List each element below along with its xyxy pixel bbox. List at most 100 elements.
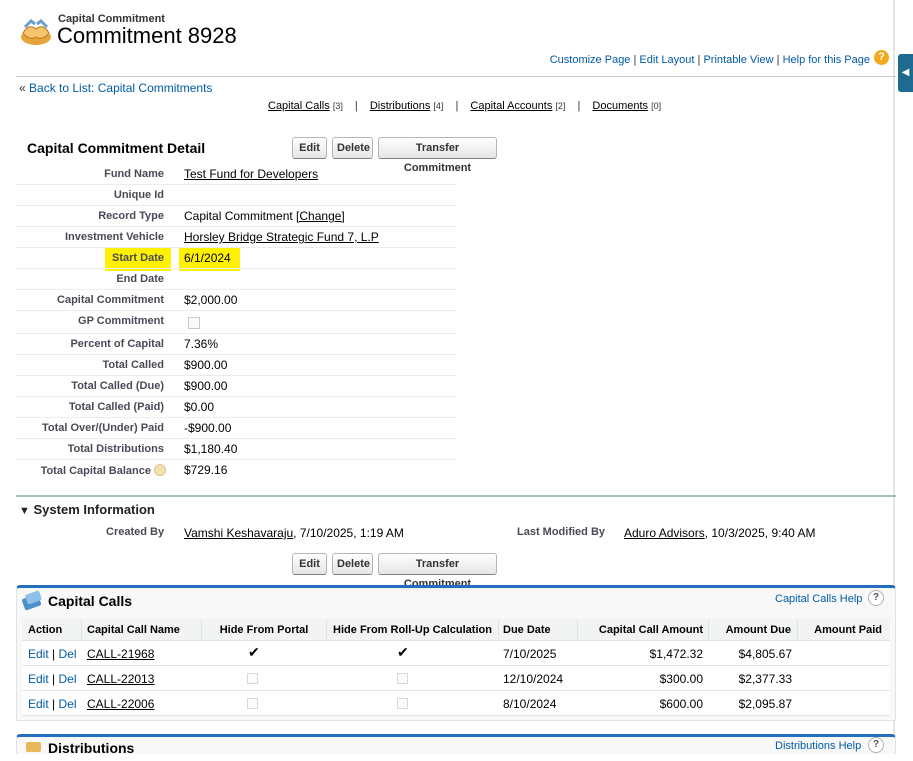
field-row-total-called-due: Total Called (Due) $900.00 bbox=[16, 376, 456, 397]
column-header-call-amount[interactable]: Capital Call Amount bbox=[578, 619, 709, 641]
customize-page-link[interactable]: Customize Page bbox=[549, 54, 631, 66]
gp-commitment-checkbox bbox=[188, 317, 200, 332]
field-row-unique-id: Unique Id bbox=[16, 185, 456, 206]
delete-row-link[interactable]: Del bbox=[58, 697, 77, 711]
collapse-triangle-icon[interactable]: ▼ bbox=[19, 505, 30, 517]
table-row: Edit | Del CALL-21968 ✔ ✔ 7/10/2025 $1,4… bbox=[22, 641, 890, 666]
edit-button-bottom[interactable]: Edit bbox=[292, 553, 327, 575]
field-row-capital-commitment: Capital Commitment $2,000.00 bbox=[16, 290, 456, 311]
page-title: Commitment 8928 bbox=[57, 23, 237, 48]
transfer-commitment-button[interactable]: Transfer Commitment bbox=[378, 137, 497, 174]
delete-button-bottom[interactable]: Delete bbox=[332, 553, 373, 575]
delete-row-link[interactable]: Del bbox=[58, 647, 77, 661]
related-link-distributions[interactable]: Distributions bbox=[369, 100, 431, 112]
edit-row-link[interactable]: Edit bbox=[28, 647, 49, 661]
unchecked-box bbox=[247, 673, 258, 687]
field-label: Record Type bbox=[98, 210, 164, 222]
related-link-capital-accounts[interactable]: Capital Accounts bbox=[470, 100, 553, 112]
help-icon[interactable]: ? bbox=[874, 50, 889, 65]
column-header-hide-portal[interactable]: Hide From Portal bbox=[202, 619, 327, 641]
help-icon[interactable]: ? bbox=[868, 737, 884, 753]
distributions-help-link[interactable]: Distributions Help bbox=[775, 740, 862, 752]
capital-call-link[interactable]: CALL-21968 bbox=[87, 647, 155, 661]
capital-call-link[interactable]: CALL-22013 bbox=[87, 672, 155, 686]
row-actions: Edit | Del bbox=[28, 672, 77, 686]
highlight-marker bbox=[179, 247, 240, 271]
call-amount: $1,472.32 bbox=[649, 647, 703, 661]
help-page-link[interactable]: Help for this Page bbox=[782, 54, 870, 66]
field-value: $729.16 bbox=[184, 463, 228, 477]
link-separator: | bbox=[633, 54, 637, 66]
column-header-hide-rollup[interactable]: Hide From Roll-Up Calculation bbox=[327, 619, 499, 641]
back-to-list-link[interactable]: Back to List: Capital Commitments bbox=[29, 81, 213, 95]
transfer-commitment-button-bottom[interactable]: Transfer Commitment bbox=[378, 553, 497, 590]
last-modified-value: Aduro Advisors, 10/3/2025, 9:40 AM bbox=[624, 526, 815, 540]
field-row-percent-capital: Percent of Capital 7.36% bbox=[16, 334, 456, 355]
field-value: $1,180.40 bbox=[184, 442, 238, 456]
created-by-label: Created By bbox=[106, 526, 165, 538]
table-row: Edit | Del CALL-22013 12/10/2024 $300.00… bbox=[22, 666, 890, 691]
system-info-header[interactable]: ▼ System Information bbox=[19, 502, 155, 517]
field-label-text: Total Capital Balance bbox=[40, 465, 151, 477]
related-link-documents[interactable]: Documents bbox=[592, 100, 649, 112]
column-header-amount-due[interactable]: Amount Due bbox=[709, 619, 798, 641]
field-row-gp-commitment: GP Commitment bbox=[16, 311, 456, 334]
printable-view-link[interactable]: Printable View bbox=[703, 54, 774, 66]
investment-vehicle-link[interactable]: Horsley Bridge Strategic Fund 7, L.P bbox=[184, 230, 379, 244]
field-value: 6/1/2024 bbox=[184, 251, 231, 265]
action-separator: | bbox=[52, 672, 56, 686]
field-label: End Date bbox=[116, 273, 164, 285]
delete-button[interactable]: Delete bbox=[332, 137, 373, 159]
link-separator: | bbox=[697, 54, 701, 66]
field-row-total-distributions: Total Distributions $1,180.40 bbox=[16, 439, 456, 460]
field-row-over-under-paid: Total Over/(Under) Paid -$900.00 bbox=[16, 418, 456, 439]
record-type-value: Capital Commitment bbox=[184, 209, 293, 223]
capital-calls-help-link[interactable]: Capital Calls Help bbox=[775, 593, 863, 605]
modified-by-user-link[interactable]: Aduro Advisors bbox=[624, 526, 705, 540]
change-record-type-link[interactable]: [Change] bbox=[296, 209, 345, 223]
help-icon[interactable]: ? bbox=[868, 590, 884, 606]
field-label: GP Commitment bbox=[78, 315, 164, 327]
row-actions: Edit | Del bbox=[28, 647, 77, 661]
related-link-capital-calls[interactable]: Capital Calls bbox=[268, 100, 330, 112]
unchecked-box bbox=[247, 698, 258, 712]
call-amount: $600.00 bbox=[659, 697, 703, 711]
info-icon[interactable] bbox=[154, 464, 166, 476]
edit-button[interactable]: Edit bbox=[292, 137, 327, 159]
field-row-end-date: End Date bbox=[16, 269, 456, 290]
field-label: Start Date bbox=[112, 252, 164, 264]
action-separator: | bbox=[52, 647, 56, 661]
distributions-icon bbox=[26, 742, 41, 752]
edit-row-link[interactable]: Edit bbox=[28, 697, 49, 711]
delete-row-link[interactable]: Del bbox=[58, 672, 77, 686]
amount-due: $2,095.87 bbox=[738, 697, 792, 711]
column-header-due-date[interactable]: Due Date bbox=[499, 619, 578, 641]
modified-by-time: , 10/3/2025, 9:40 AM bbox=[704, 526, 816, 540]
nav-separator: | bbox=[577, 100, 581, 112]
breadcrumb: « Back to List: Capital Commitments bbox=[19, 81, 212, 95]
related-count: [0] bbox=[651, 101, 662, 111]
field-row-total-capital-balance: Total Capital Balance $729.16 bbox=[16, 460, 456, 481]
fund-name-link[interactable]: Test Fund for Developers bbox=[184, 167, 319, 181]
field-label: Total Called (Paid) bbox=[68, 401, 164, 413]
capital-call-link[interactable]: CALL-22006 bbox=[87, 697, 155, 711]
field-value: $900.00 bbox=[184, 358, 228, 372]
field-label: Total Called (Due) bbox=[71, 380, 164, 392]
field-row-total-called-paid: Total Called (Paid) $0.00 bbox=[16, 397, 456, 418]
field-value: $2,000.00 bbox=[184, 293, 238, 307]
related-count: [4] bbox=[433, 101, 444, 111]
check-icon: ✔ bbox=[248, 644, 260, 660]
handshake-icon bbox=[21, 19, 51, 45]
field-value: 7.36% bbox=[184, 337, 219, 351]
sidebar-toggle-icon[interactable]: ◀ bbox=[898, 54, 913, 92]
nav-separator: | bbox=[354, 100, 358, 112]
column-header-amount-paid[interactable]: Amount Paid bbox=[798, 619, 890, 641]
field-row-fund-name: Fund Name Test Fund for Developers bbox=[16, 164, 456, 185]
column-header-name[interactable]: Capital Call Name bbox=[82, 619, 202, 641]
created-by-user-link[interactable]: Vamshi Keshavaraju bbox=[184, 526, 294, 540]
field-label: Total Over/(Under) Paid bbox=[41, 422, 164, 434]
edit-row-link[interactable]: Edit bbox=[28, 672, 49, 686]
field-row-investment-vehicle: Investment Vehicle Horsley Bridge Strate… bbox=[16, 227, 456, 248]
field-label: Total Called bbox=[102, 359, 164, 371]
edit-layout-link[interactable]: Edit Layout bbox=[639, 54, 695, 66]
